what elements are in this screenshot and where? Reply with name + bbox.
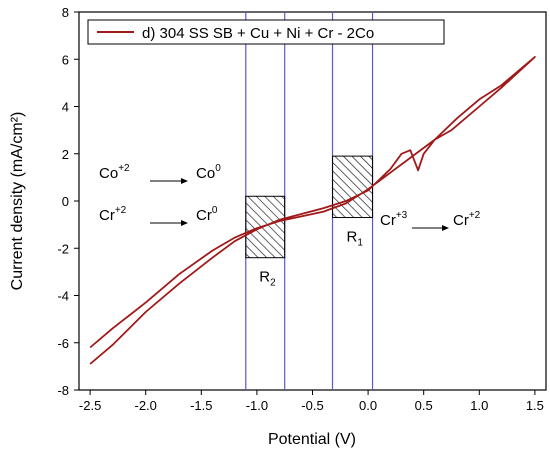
reaction-3-arrowhead xyxy=(442,225,449,231)
legend-box xyxy=(87,19,445,45)
region-2-label: R2 xyxy=(259,269,276,289)
reaction-1-reactant: Co+2 xyxy=(99,163,130,182)
series-curves xyxy=(89,56,536,365)
y-tick-label: 8 xyxy=(62,5,69,20)
y-tick-label: 0 xyxy=(62,194,69,209)
region-2-box xyxy=(245,195,286,259)
y-axis-title: Current density (mA/cm²) xyxy=(9,112,26,291)
region-1-label: R1 xyxy=(347,229,364,249)
x-tick-label: 0.0 xyxy=(359,398,377,413)
y-tick-label: -2 xyxy=(57,241,69,256)
x-tick-label: -1.0 xyxy=(246,398,268,413)
legend-label: d) 304 SS SB + Cu + Ni + Cr - 2Co xyxy=(142,25,374,42)
reaction-2-reactant: Cr+2 xyxy=(99,205,127,224)
x-tick-label: -2.5 xyxy=(79,398,101,413)
legend: d) 304 SS SB + Cu + Ni + Cr - 2Co xyxy=(87,19,445,45)
x-tick-label: -1.5 xyxy=(190,398,212,413)
x-tick-label: 1.5 xyxy=(526,398,544,413)
y-tick-label: -6 xyxy=(57,336,69,351)
reaction-1-arrowhead xyxy=(181,178,188,184)
x-tick-label: 1.0 xyxy=(470,398,488,413)
series-line-1 xyxy=(89,56,536,365)
y-axis-ticks: -8 -6 -4 -2 0 2 4 6 8 xyxy=(57,5,79,398)
x-tick-label: 0.5 xyxy=(415,398,433,413)
x-tick-label: -0.5 xyxy=(301,398,323,413)
x-tick-label: -2.0 xyxy=(135,398,157,413)
x-axis-title: Potential (V) xyxy=(268,431,356,448)
y-tick-label: -4 xyxy=(57,289,69,304)
hatched-regions: R1 R2 xyxy=(245,155,374,289)
reaction-1-product: Co0 xyxy=(196,163,221,182)
region-1-box xyxy=(332,155,374,219)
reaction-2-product: Cr0 xyxy=(196,205,218,224)
reaction-2-arrowhead xyxy=(181,220,188,226)
reaction-3-reactant: Cr+3 xyxy=(380,210,408,229)
y-tick-label: -8 xyxy=(57,383,69,398)
y-tick-label: 2 xyxy=(62,147,69,162)
reaction-annotations: Co+2 Co0 Cr+2 Cr0 Cr+3 Cr+2 xyxy=(99,163,481,231)
y-tick-label: 6 xyxy=(62,52,69,67)
reaction-3-product: Cr+2 xyxy=(453,210,481,229)
plot-frame xyxy=(78,11,547,391)
y-tick-label: 4 xyxy=(62,100,69,115)
x-axis-ticks: -2.5 -2.0 -1.5 -1.0 -0.5 0.0 0.5 1.0 1.5 xyxy=(79,390,544,413)
